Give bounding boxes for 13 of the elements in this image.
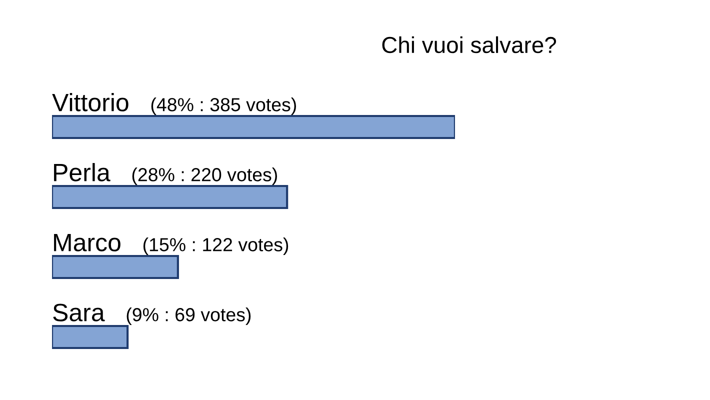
bar — [52, 254, 179, 280]
data-label: (48% : 385 votes) — [151, 98, 296, 116]
y-tick-label: Sara — [53, 304, 105, 322]
data-label: (28% : 220 votes) — [132, 168, 277, 186]
y-tick-label: Marco — [54, 234, 120, 252]
y-tick-label: Vittorio — [52, 93, 128, 112]
bar — [52, 114, 455, 140]
data-label: (15% : 122 votes) — [143, 238, 288, 256]
chart-title: Chi vuoi salvare? — [382, 36, 556, 54]
bar — [52, 324, 129, 350]
y-tick-label: Perla — [54, 163, 110, 182]
data-label: (9% : 69 votes) — [126, 308, 251, 326]
bar — [52, 184, 288, 210]
